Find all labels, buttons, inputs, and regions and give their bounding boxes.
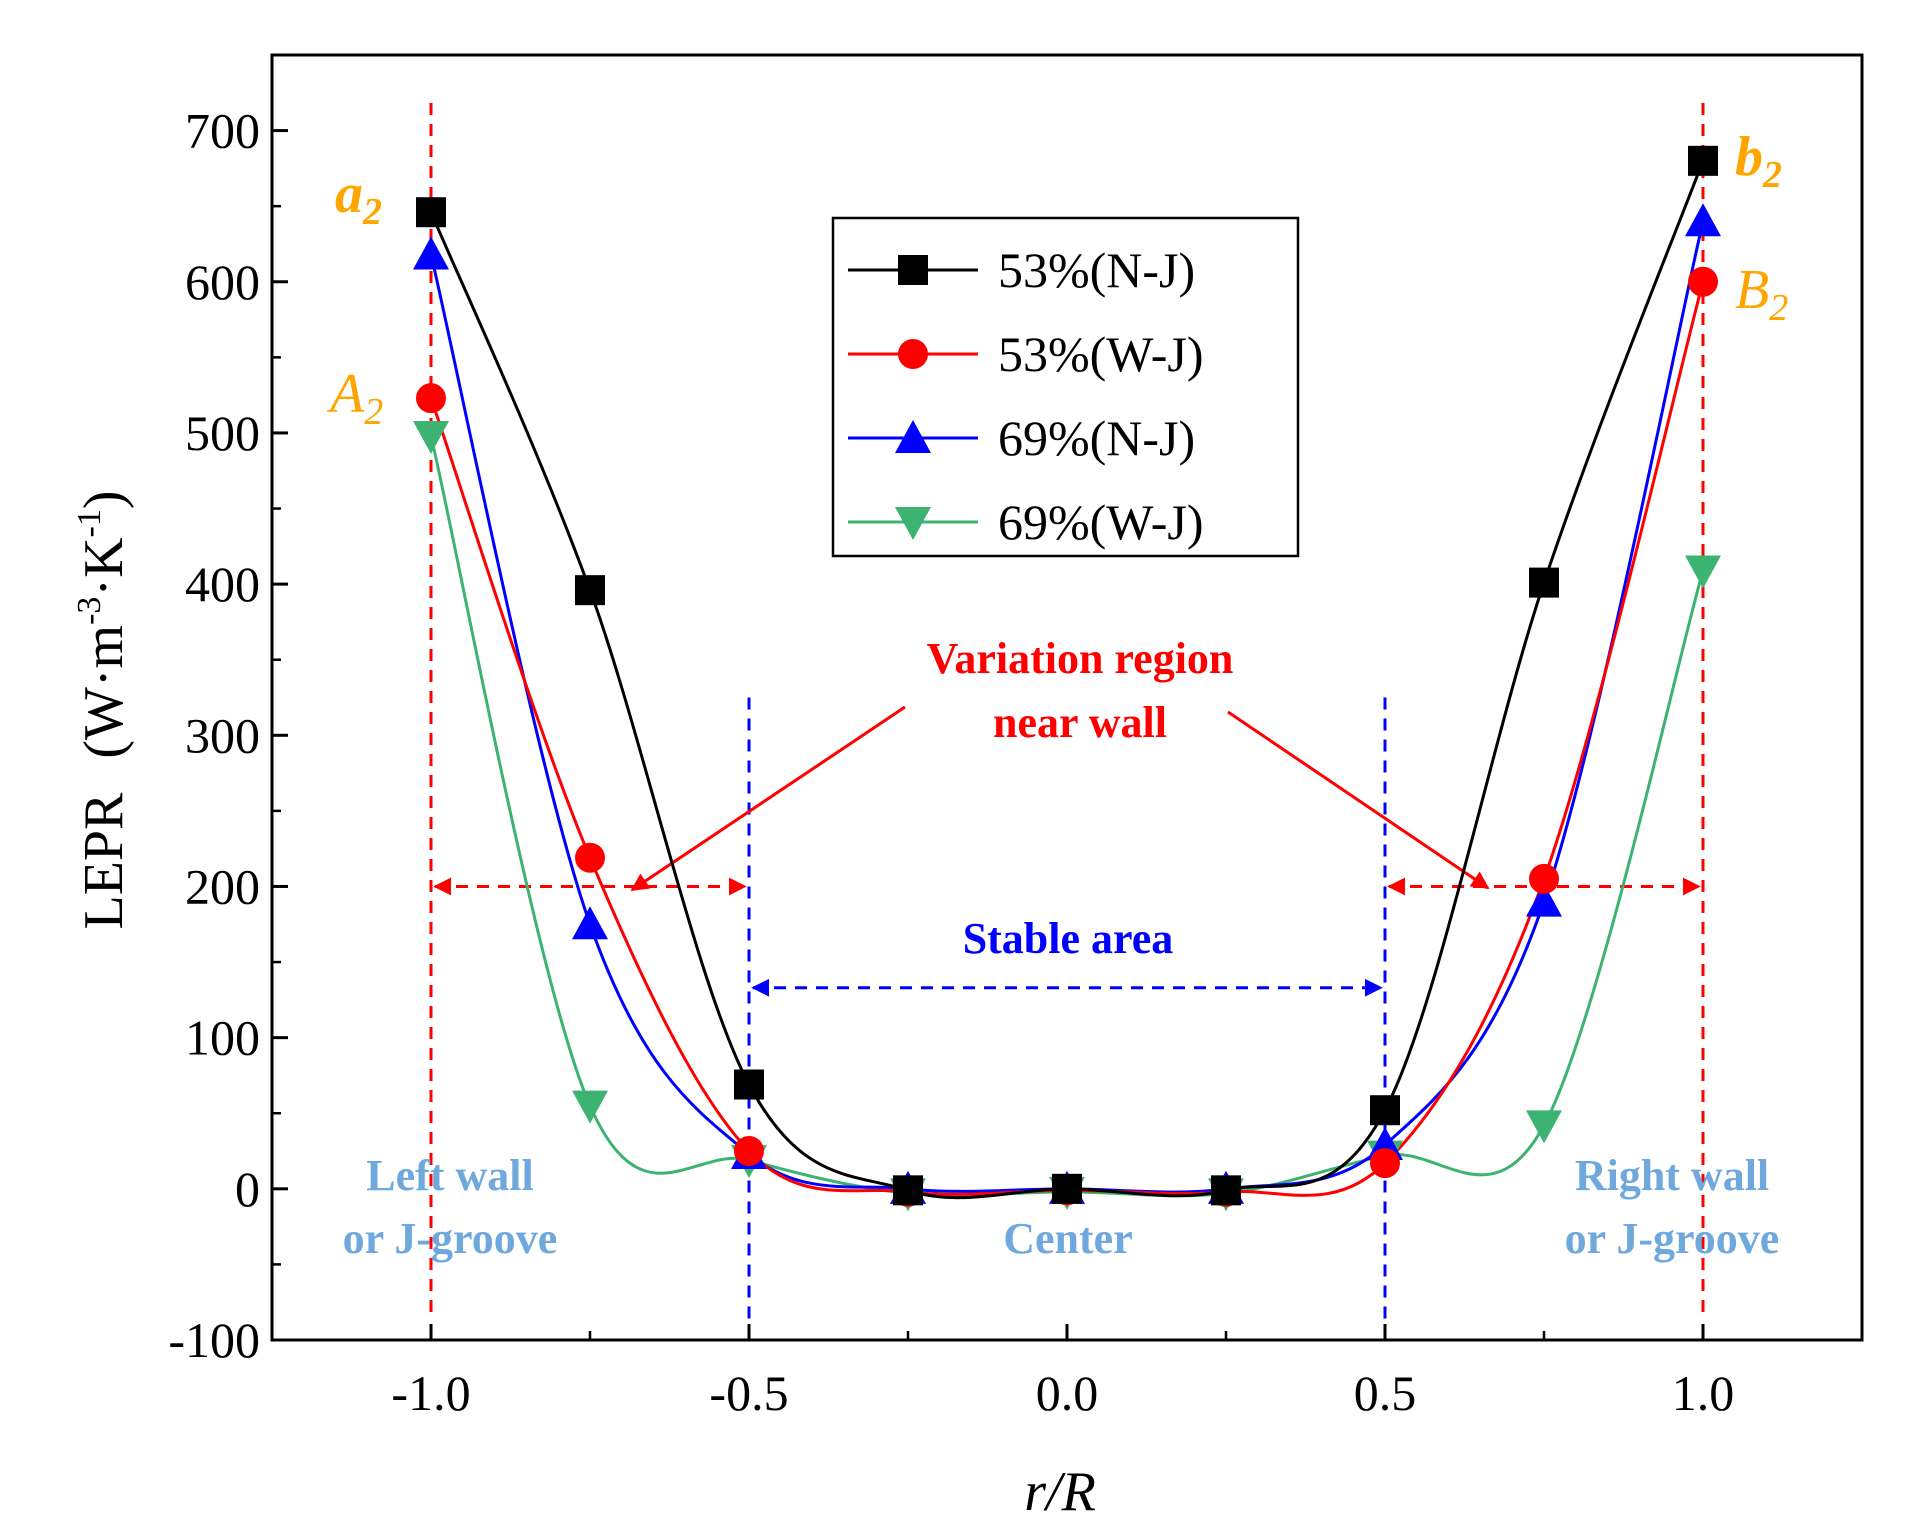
stable-area-label: Stable area xyxy=(963,914,1174,963)
legend-label: 53%(N-J) xyxy=(998,242,1195,298)
data-point xyxy=(416,383,446,414)
legend-label: 53%(W-J) xyxy=(998,326,1204,382)
variation-pointer-right xyxy=(1227,710,1490,890)
legend-marker xyxy=(895,507,931,540)
x-tick-label: -0.5 xyxy=(709,1365,788,1421)
y-tick-label: -100 xyxy=(168,1312,260,1368)
x-tick-label: 0.5 xyxy=(1354,1365,1417,1421)
y-tick-label: 0 xyxy=(235,1161,260,1217)
data-point xyxy=(1370,1148,1400,1179)
legend-marker xyxy=(898,339,928,369)
data-point xyxy=(1685,555,1721,589)
x-tick-label: -1.0 xyxy=(391,1365,470,1421)
data-point xyxy=(1526,1110,1562,1144)
y-tick-label: 600 xyxy=(185,254,260,310)
data-point xyxy=(1688,266,1718,297)
legend-marker xyxy=(898,255,928,285)
legend: 53%(N-J) 53%(W-J) 69%(N-J) 69%(W-J) xyxy=(848,242,1204,550)
y-axis-unit-post: ) xyxy=(73,490,135,509)
y-axis-unit-pre: (W·m xyxy=(73,625,135,759)
label-a2: a2 xyxy=(335,163,382,233)
left-wall-label-line1: Left wall xyxy=(366,1151,533,1200)
series-markers-53%(N-J) xyxy=(416,145,1718,1206)
y-axis-unit-exp2: -1 xyxy=(71,509,108,537)
legend-label: 69%(W-J) xyxy=(998,494,1204,550)
data-point xyxy=(893,1175,923,1206)
guide-lines xyxy=(429,103,1705,1320)
data-point xyxy=(1370,1095,1400,1126)
label-A2: A2 xyxy=(326,363,383,433)
variation-pointer-left xyxy=(630,705,906,892)
data-point xyxy=(572,906,608,940)
data-point xyxy=(413,236,449,270)
center-label: Center xyxy=(1003,1214,1133,1263)
legend-label: 69%(N-J) xyxy=(998,410,1195,466)
y-tick-label: 700 xyxy=(185,103,260,159)
y-tick-label: 500 xyxy=(185,405,260,461)
label-b2: b2 xyxy=(1735,126,1782,196)
y-tick-label: 300 xyxy=(185,707,260,763)
data-point xyxy=(1052,1173,1082,1204)
x-tick-label: 0.0 xyxy=(1036,1365,1099,1421)
right-wall-label-line2: or J-groove xyxy=(1565,1214,1780,1263)
data-point xyxy=(1526,883,1562,917)
data-point xyxy=(1211,1175,1241,1206)
data-point xyxy=(413,420,449,454)
data-point xyxy=(575,575,605,606)
variation-label-line1: Variation region xyxy=(927,634,1234,683)
data-point xyxy=(734,1136,764,1167)
right-wall-label-line1: Right wall xyxy=(1575,1151,1769,1200)
data-point xyxy=(572,1090,608,1124)
x-tick-label: 1.0 xyxy=(1672,1365,1735,1421)
variation-label-line2: near wall xyxy=(993,698,1167,747)
data-point xyxy=(1688,145,1718,176)
legend-marker xyxy=(895,420,931,453)
y-tick-label: 200 xyxy=(185,858,260,914)
data-point xyxy=(1529,567,1559,598)
x-axis-title: r/R xyxy=(1024,1461,1096,1523)
axis-ticks: -1.0 -0.5 0.0 0.5 1.0 -100 0 100 200 300 400 500 600… xyxy=(168,53,1864,1421)
y-tick-label: 400 xyxy=(185,556,260,612)
left-wall-label-line2: or J-groove xyxy=(343,1214,558,1263)
y-axis-title: LEPR (W·m-3·K-1) xyxy=(71,490,135,929)
y-axis-title-main: LEPR xyxy=(73,792,135,930)
label-B2: B2 xyxy=(1735,259,1788,329)
data-point xyxy=(734,1069,764,1100)
data-point xyxy=(1529,863,1559,894)
data-point xyxy=(1685,203,1721,237)
y-tick-label: 100 xyxy=(185,1010,260,1066)
y-axis-unit-exp1: -3 xyxy=(71,597,108,625)
data-point xyxy=(416,197,446,228)
y-axis-unit-mid: ·K xyxy=(73,537,135,596)
series-layer xyxy=(413,145,1721,1212)
data-point xyxy=(575,842,605,873)
